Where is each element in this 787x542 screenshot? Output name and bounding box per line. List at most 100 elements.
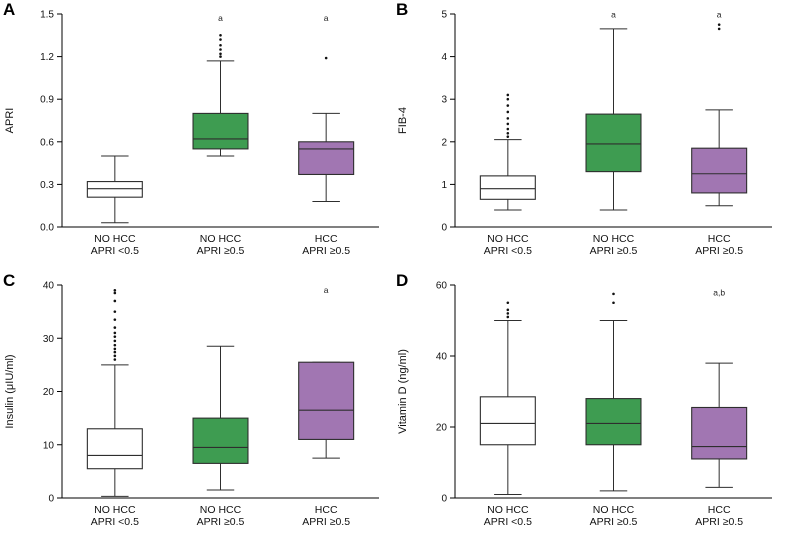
box xyxy=(192,112,249,150)
outlier-dot xyxy=(113,350,117,354)
y-axis-label: APRI xyxy=(4,108,16,134)
y-axis-label: Vitamin D (ng/ml) xyxy=(397,349,409,434)
outlier-dot xyxy=(506,122,510,126)
outlier-dot xyxy=(113,354,117,358)
x-category-label: NO HCC xyxy=(94,233,136,245)
outlier-dot xyxy=(113,299,117,303)
x-category-label: NO HCC xyxy=(200,504,242,516)
y-tick-label: 1 xyxy=(441,180,447,191)
outlier-dot xyxy=(717,23,721,26)
outlier-dot xyxy=(324,56,328,60)
outlier-dot xyxy=(219,55,222,58)
x-category-label: NO HCC xyxy=(94,504,136,516)
panel-label-D: D xyxy=(396,271,409,290)
outlier-dot xyxy=(506,104,510,107)
x-category-label: NO HCC xyxy=(200,233,242,245)
y-tick-label: 20 xyxy=(43,387,55,398)
y-tick-label: 0.3 xyxy=(40,180,54,191)
y-tick-label: 40 xyxy=(43,281,55,292)
outlier-dot xyxy=(219,52,222,56)
outlier-dot xyxy=(219,38,222,41)
panel-label-B: B xyxy=(396,0,409,19)
outlier-dot xyxy=(113,335,117,338)
outlier-dot xyxy=(506,110,510,114)
x-category-label: APRI ≥0.5 xyxy=(590,245,638,257)
y-tick-label: 1.2 xyxy=(40,52,54,63)
box xyxy=(298,361,355,440)
y-tick-label: 5 xyxy=(441,10,447,21)
panel-A: A 0.0 0.3 0.6 0.9 1.2 1.5 APRI NO HCC APRI <0.5 N… xyxy=(0,0,393,271)
y-tick-label: 40 xyxy=(436,352,448,363)
y-tick-label: 0.9 xyxy=(40,95,54,106)
panel-D: D 0 20 40 60 Vitamin D (ng/ml) NO HCC APRI <0.… xyxy=(393,271,786,542)
x-category-label: HCC xyxy=(708,504,731,516)
significance-annotation: a,b xyxy=(713,288,725,298)
y-tick-label: 2 xyxy=(441,137,447,148)
x-category-label: HCC xyxy=(315,504,338,516)
outlier-dot xyxy=(113,343,117,347)
outlier-dot xyxy=(113,326,117,329)
outlier-dot xyxy=(113,358,117,361)
x-category-label: NO HCC xyxy=(487,504,529,516)
outlier-dot xyxy=(506,135,510,138)
outlier-dot xyxy=(506,315,510,319)
box xyxy=(585,113,642,173)
outlier-dot xyxy=(219,34,222,37)
box xyxy=(298,141,355,176)
x-category-label: APRI <0.5 xyxy=(484,516,532,528)
outlier-dot xyxy=(506,97,510,101)
x-category-label: NO HCC xyxy=(593,504,635,516)
outlier-dot xyxy=(113,318,117,321)
box xyxy=(86,181,143,198)
y-tick-label: 4 xyxy=(441,52,447,63)
outlier-dot xyxy=(113,310,117,313)
outlier-dot xyxy=(113,331,117,335)
y-tick-label: 0 xyxy=(48,494,54,505)
outlier-dot xyxy=(612,292,615,296)
outlier-dot xyxy=(506,312,510,315)
outlier-dot xyxy=(113,289,117,292)
panel-label-A: A xyxy=(3,0,16,19)
x-category-label: APRI <0.5 xyxy=(484,245,532,257)
panel-C: C 0 10 20 30 40 Insulin (μIU/ml) NO HCC APRI <0… xyxy=(0,271,393,542)
outlier-dot xyxy=(113,291,117,295)
x-category-label: APRI ≥0.5 xyxy=(590,516,638,528)
x-category-label: APRI ≥0.5 xyxy=(197,245,245,257)
y-tick-label: 60 xyxy=(436,281,448,292)
significance-annotation: a xyxy=(324,285,329,295)
outlier-dot xyxy=(506,93,510,97)
box xyxy=(691,406,748,460)
outlier-dot xyxy=(506,131,510,135)
outlier-dot xyxy=(612,301,615,305)
x-category-label: APRI <0.5 xyxy=(91,245,139,257)
y-axis-label: Insulin (μIU/ml) xyxy=(4,354,16,428)
significance-annotation: a xyxy=(324,13,329,23)
outlier-dot xyxy=(113,347,117,351)
y-tick-label: 0.0 xyxy=(40,223,54,234)
x-category-label: HCC xyxy=(315,233,338,245)
significance-annotation: a xyxy=(717,9,722,19)
x-category-label: NO HCC xyxy=(593,233,635,245)
y-tick-label: 3 xyxy=(441,95,447,106)
box xyxy=(86,428,143,470)
y-tick-label: 0.6 xyxy=(40,137,54,148)
outlier-dot xyxy=(219,43,222,47)
panel-label-C: C xyxy=(3,271,16,290)
outlier-dot xyxy=(506,301,510,305)
y-tick-label: 10 xyxy=(43,440,55,451)
y-tick-label: 0 xyxy=(441,494,447,505)
outlier-dot xyxy=(506,117,510,120)
x-category-label: APRI ≥0.5 xyxy=(197,516,245,528)
x-category-label: APRI ≥0.5 xyxy=(695,245,743,257)
panel-B: B 0 1 2 3 4 5 FIB-4 NO HCC APRI <0.5 NO HCC APRI ≥… xyxy=(393,0,786,271)
x-category-label: NO HCC xyxy=(487,233,529,245)
box xyxy=(479,175,536,200)
outlier-dot xyxy=(717,27,721,31)
box xyxy=(192,417,249,464)
outlier-dot xyxy=(219,48,222,51)
